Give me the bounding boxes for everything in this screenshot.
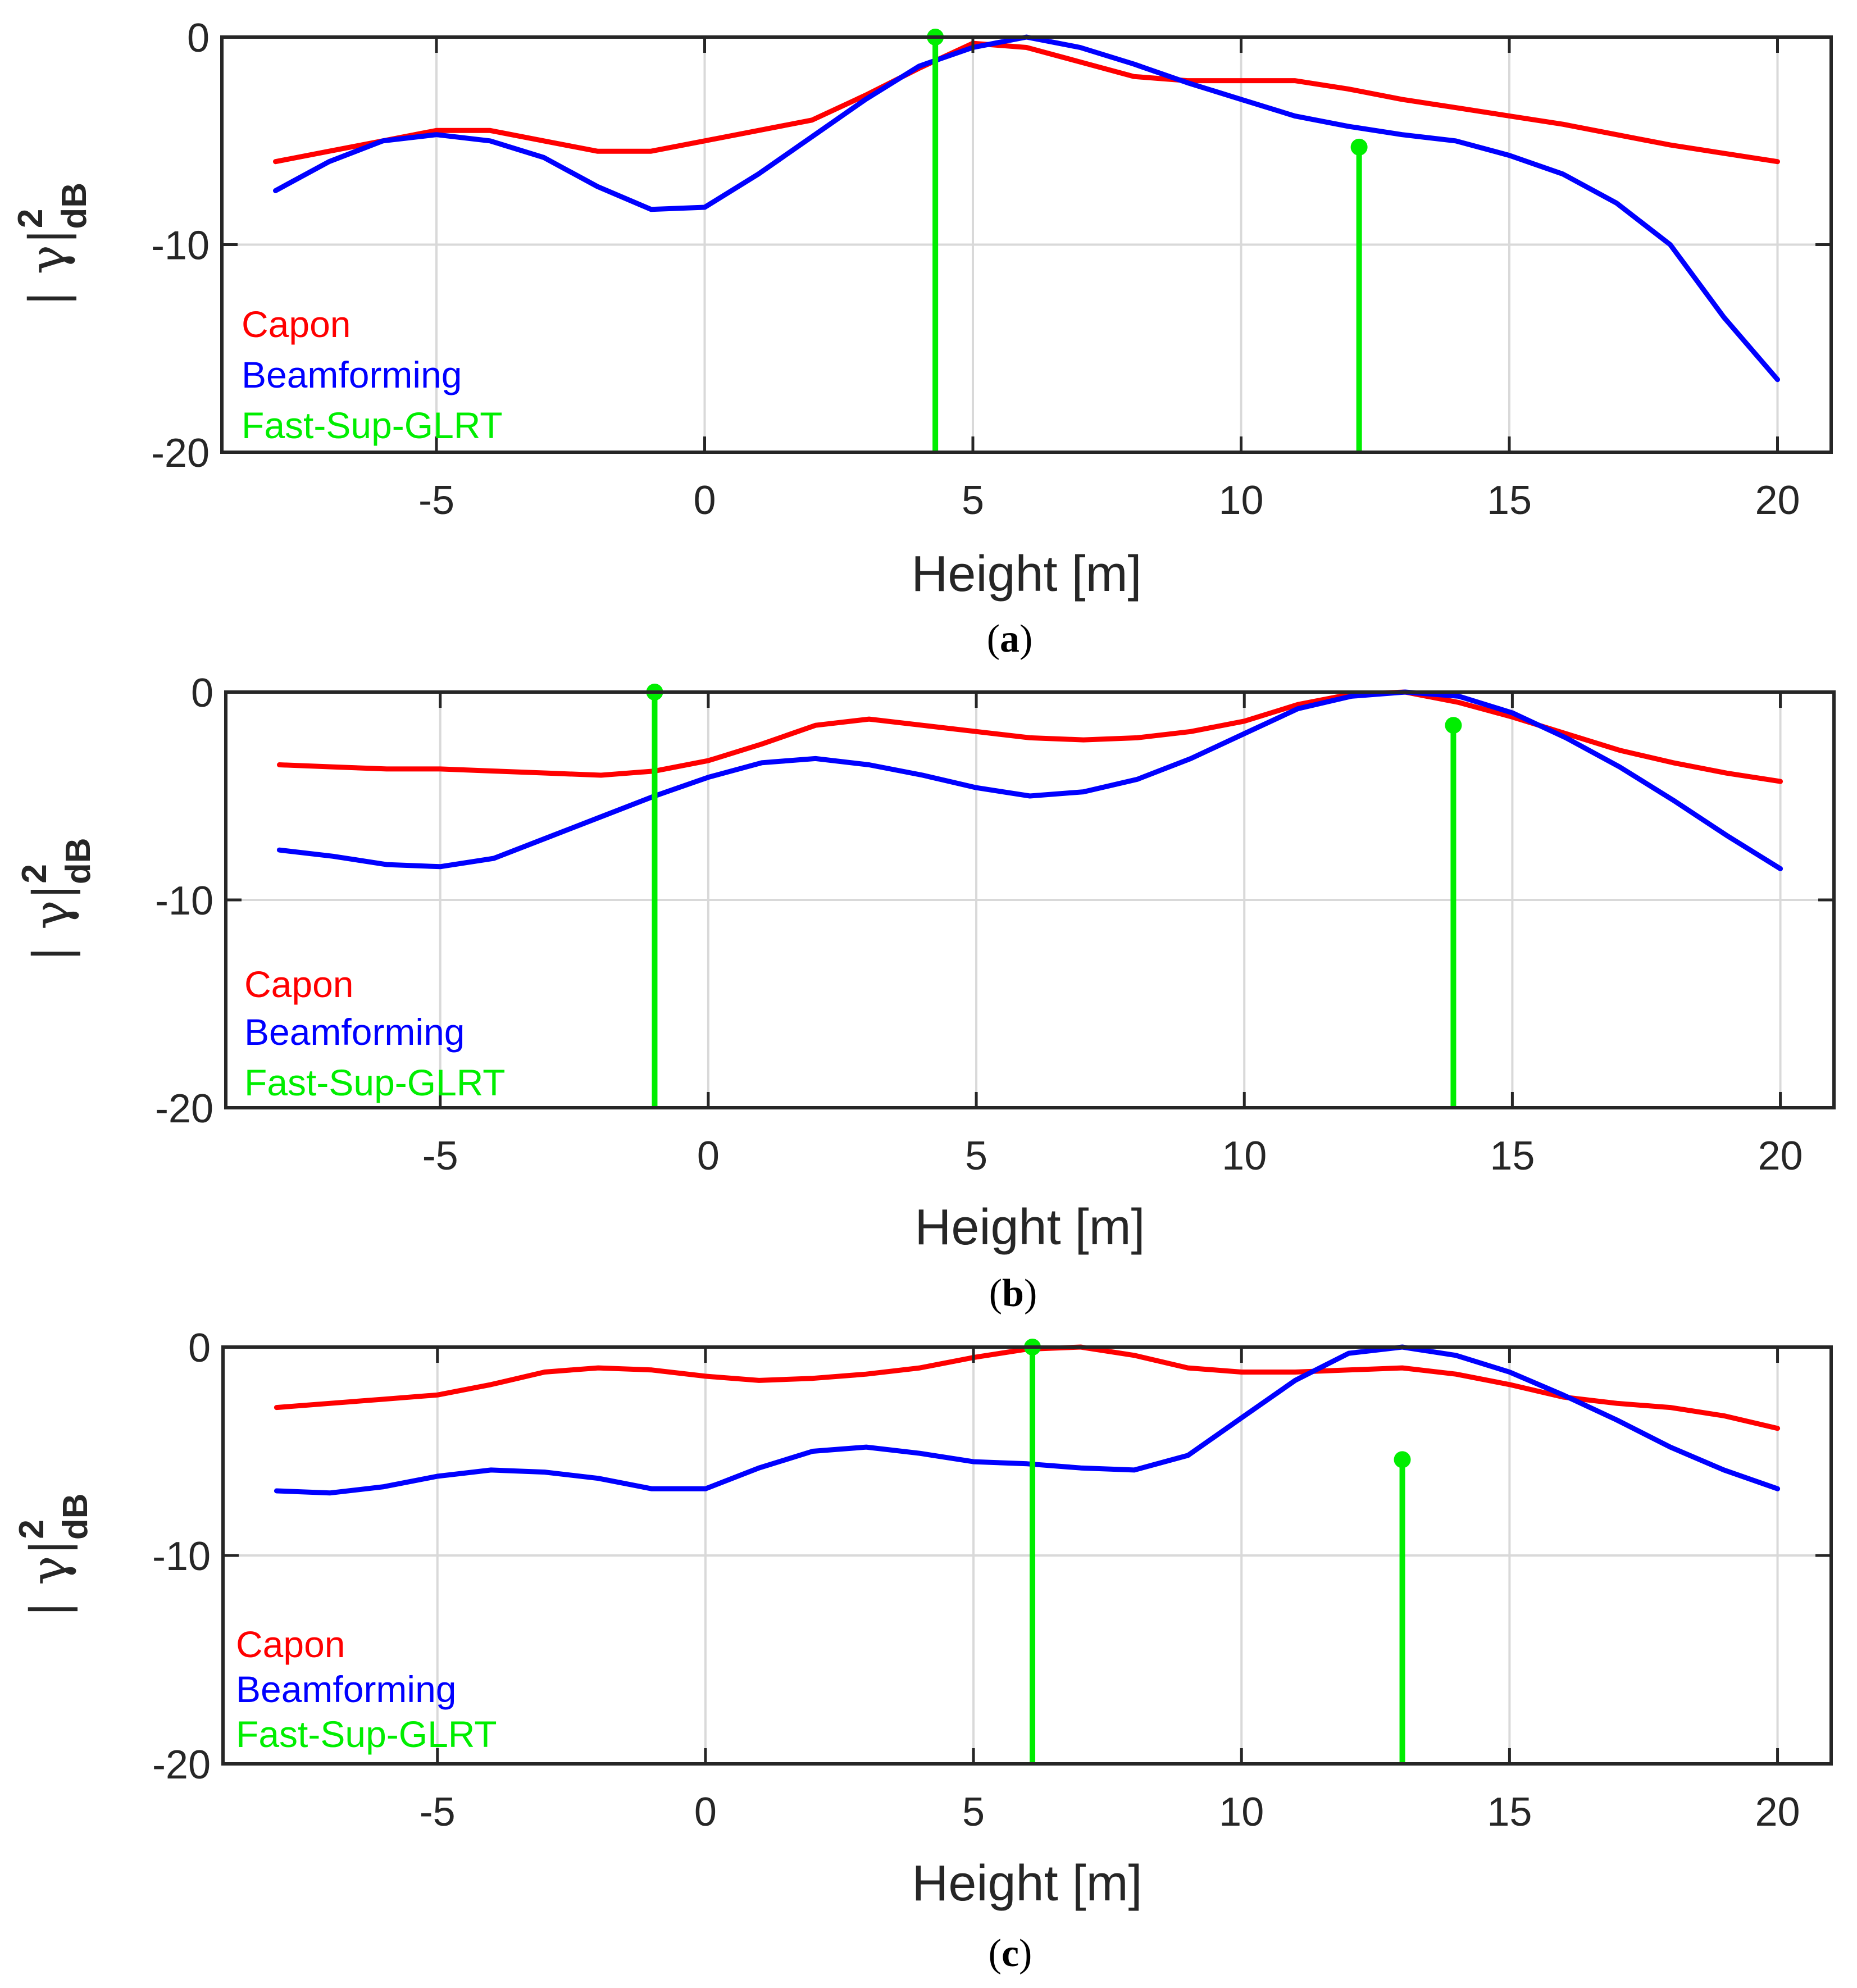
x-tick-label: 20: [1755, 1790, 1800, 1835]
y-tick-label: 0: [188, 1326, 211, 1371]
x-tick-label: 5: [965, 1134, 987, 1179]
y-tick-label: -20: [151, 431, 210, 476]
x-tick-label: -5: [422, 1134, 458, 1179]
legend-entry-fast-sup-glrt: Fast-Sup-GLRT: [244, 1062, 506, 1103]
x-tick-label: 10: [1222, 1134, 1267, 1179]
y-tick-label: 0: [187, 16, 210, 61]
y-tick-label: 0: [191, 671, 213, 716]
legend-entry-beamforming: Beamforming: [244, 1011, 465, 1053]
x-tick-label: 20: [1758, 1134, 1803, 1179]
y-tick-label: -20: [155, 1086, 213, 1131]
y-tick-label: -10: [151, 224, 210, 269]
panel-caption: (a): [987, 617, 1033, 661]
legend-entry-fast-sup-glrt: Fast-Sup-GLRT: [236, 1713, 497, 1755]
series-line-beamforming: [274, 1344, 1781, 1496]
chart-panel-a: -5 0 5 10 15 20 0 -10 -20 Height [m] | γ|2 dB Capon B…: [11, 16, 1833, 661]
stem-marker: [1445, 717, 1462, 734]
legend-entry-fast-sup-glrt: Fast-Sup-GLRT: [242, 404, 503, 446]
x-tick-label: 5: [962, 1790, 985, 1835]
y-axis-label: | γ|2 dB: [12, 1493, 95, 1617]
x-tick-label: 5: [962, 478, 984, 523]
x-tick-label: 20: [1755, 478, 1800, 523]
panel-caption: (b): [989, 1272, 1037, 1315]
x-tick-label: 10: [1219, 1790, 1264, 1835]
y-axis-label: | γ|2 dB: [11, 183, 94, 307]
stem-marker: [1394, 1451, 1411, 1468]
x-tick-label: 10: [1218, 478, 1263, 523]
x-tick-label: 0: [697, 1134, 720, 1179]
y-axis-label: | γ|2 dB: [15, 838, 98, 962]
x-axis-label: Height [m]: [911, 546, 1141, 602]
legend-entry-capon: Capon: [236, 1623, 345, 1665]
y-tick-label: -10: [152, 1534, 211, 1579]
series-line-beamforming: [276, 689, 1783, 871]
chart-panel-c: -5 0 5 10 15 20 0 -10 -20 Height [m] | γ|2 dB CaponB…: [12, 1326, 1833, 1975]
series-line-capon: [273, 40, 1780, 165]
chart-panel-b: -5 0 5 10 15 20 0 -10 -20 Height [m] | γ|2 dB Capon B…: [15, 671, 1836, 1315]
x-tick-label: 0: [693, 478, 716, 523]
legend-entry-capon: Capon: [242, 303, 351, 345]
stem-marker: [1350, 138, 1368, 156]
x-axis-label: Height [m]: [912, 1855, 1142, 1912]
x-tick-label: 15: [1487, 478, 1532, 523]
y-tick-label: -10: [155, 879, 213, 924]
x-tick-label: 0: [694, 1790, 717, 1835]
legend-entry-capon: Capon: [244, 963, 354, 1005]
panel-caption: (c): [989, 1932, 1032, 1975]
x-tick-label: 15: [1487, 1790, 1532, 1835]
x-axis-label: Height [m]: [914, 1199, 1145, 1255]
x-tick-label: -5: [420, 1790, 456, 1835]
legend-entry-beamforming: Beamforming: [242, 354, 462, 395]
x-tick-label: 15: [1490, 1134, 1535, 1179]
legend-entry-beamforming: Beamforming: [236, 1668, 457, 1710]
y-tick-label: -20: [152, 1743, 211, 1787]
x-tick-label: -5: [418, 478, 454, 523]
